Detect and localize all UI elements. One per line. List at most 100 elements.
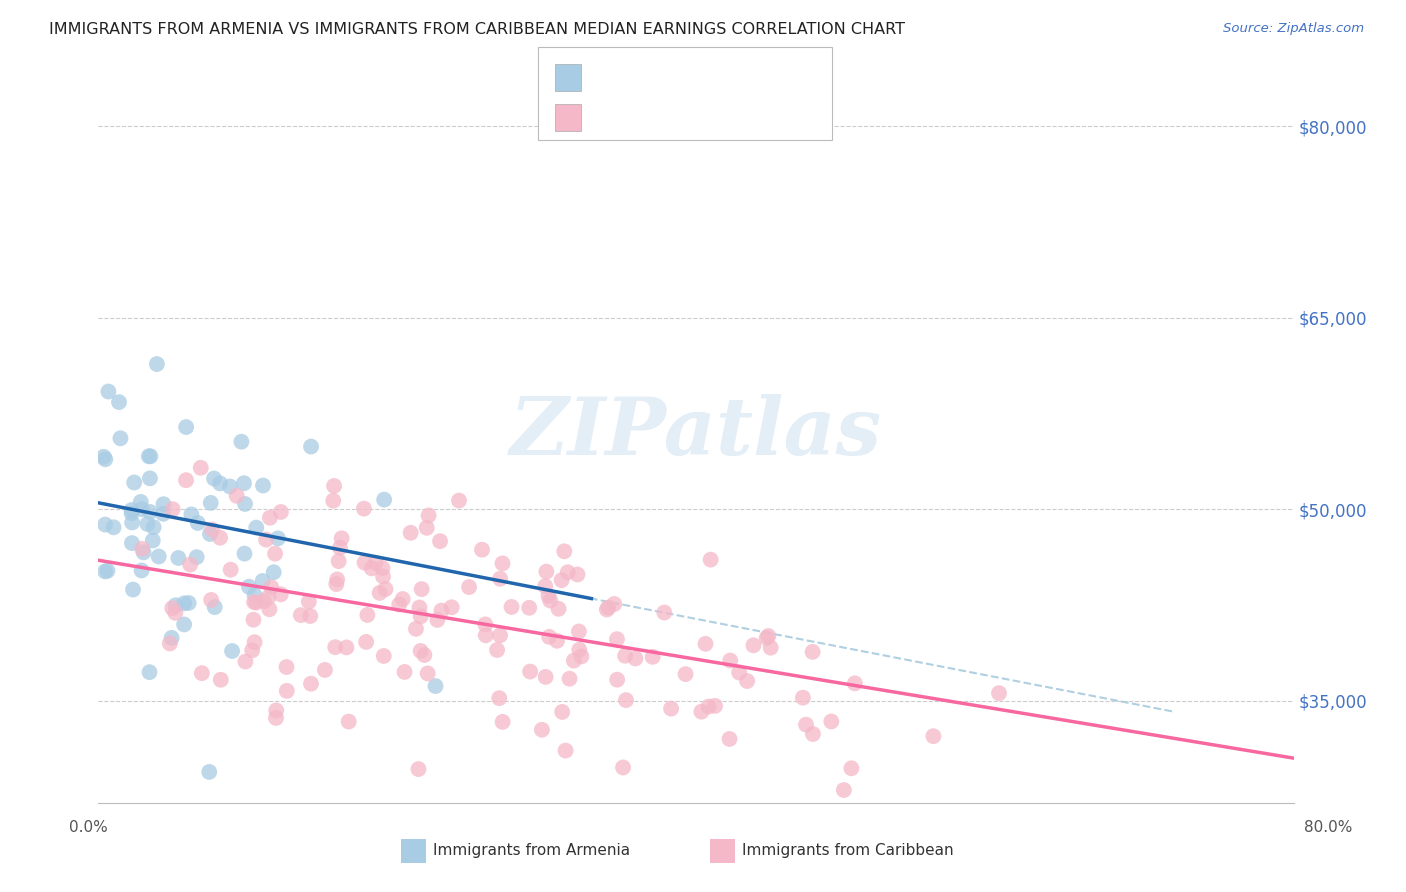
Point <box>299 609 322 624</box>
Point <box>596 602 619 616</box>
Point <box>486 643 509 657</box>
Point <box>221 644 243 658</box>
Point <box>245 521 267 535</box>
Point <box>314 663 336 677</box>
Point <box>138 450 160 464</box>
Point <box>121 516 143 530</box>
Point <box>139 505 162 519</box>
Point <box>186 550 208 565</box>
Point <box>364 556 387 570</box>
Point <box>108 395 131 409</box>
Text: R =: R = <box>589 108 626 126</box>
Point <box>356 607 378 622</box>
Point <box>242 613 264 627</box>
Point <box>801 645 824 659</box>
Point <box>538 630 561 644</box>
Point <box>94 565 117 579</box>
Point <box>536 565 558 579</box>
Point <box>557 566 579 580</box>
Point <box>537 589 560 603</box>
Point <box>551 705 574 719</box>
Point <box>122 582 145 597</box>
Point <box>755 631 778 645</box>
Point <box>801 727 824 741</box>
Point <box>138 665 160 680</box>
Point <box>290 608 312 623</box>
Point <box>243 588 266 602</box>
Point <box>180 508 202 522</box>
Point <box>489 572 512 586</box>
Point <box>408 600 430 615</box>
Text: -0.607: -0.607 <box>626 108 685 126</box>
Point <box>326 573 349 587</box>
Point <box>219 563 242 577</box>
Point <box>201 523 224 537</box>
Point <box>131 564 153 578</box>
Point <box>131 541 153 556</box>
Point <box>695 637 717 651</box>
Text: 148: 148 <box>733 108 768 126</box>
Point <box>254 533 277 547</box>
Point <box>394 665 416 679</box>
Point <box>567 567 589 582</box>
Point <box>405 622 427 636</box>
Point <box>233 547 256 561</box>
Point <box>832 783 855 797</box>
Point <box>491 557 513 571</box>
Point <box>129 495 152 509</box>
Point <box>728 665 751 680</box>
Point <box>259 510 281 524</box>
Point <box>209 531 232 545</box>
Point <box>416 666 439 681</box>
Point <box>517 600 540 615</box>
Point <box>501 599 523 614</box>
Point <box>121 506 143 520</box>
Point <box>571 649 593 664</box>
Point <box>276 660 298 674</box>
Point <box>276 684 298 698</box>
Point <box>606 632 628 647</box>
Point <box>718 731 741 746</box>
Text: Immigrants from Armenia: Immigrants from Armenia <box>433 844 630 858</box>
Point <box>121 536 143 550</box>
Point <box>253 594 276 608</box>
Point <box>139 450 162 464</box>
Point <box>425 679 447 693</box>
Point <box>167 551 190 566</box>
Point <box>652 606 675 620</box>
Point <box>131 502 153 516</box>
Point <box>474 628 496 642</box>
Point <box>187 516 209 530</box>
Point <box>325 577 347 591</box>
Point <box>458 580 481 594</box>
Point <box>759 640 782 655</box>
Point <box>110 431 132 445</box>
Point <box>418 508 440 523</box>
Point <box>603 597 626 611</box>
Text: 0.0%: 0.0% <box>69 821 108 835</box>
Text: ZIPatlas: ZIPatlas <box>510 394 882 471</box>
Point <box>257 590 280 604</box>
Point <box>146 357 169 371</box>
Point <box>353 501 375 516</box>
Point <box>756 629 779 643</box>
Point <box>538 593 561 607</box>
Point <box>409 644 432 658</box>
Point <box>553 544 575 558</box>
Point <box>922 729 945 743</box>
Text: N =: N = <box>696 108 733 126</box>
Point <box>245 596 267 610</box>
Point <box>413 648 436 662</box>
Point <box>162 601 184 615</box>
Point <box>335 640 357 655</box>
Point <box>152 497 174 511</box>
Point <box>368 586 391 600</box>
Point <box>231 434 253 449</box>
Point <box>103 520 125 534</box>
Point <box>562 654 585 668</box>
Text: R =: R = <box>589 68 626 86</box>
Point <box>233 476 256 491</box>
Point <box>430 604 453 618</box>
Point <box>142 533 165 548</box>
Point <box>471 542 494 557</box>
